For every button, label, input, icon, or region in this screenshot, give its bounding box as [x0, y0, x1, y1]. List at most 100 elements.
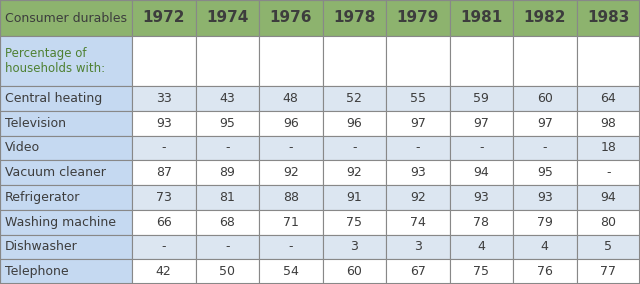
- Bar: [195, 185, 259, 210]
- Bar: [323, 210, 386, 235]
- Text: 59: 59: [474, 92, 489, 105]
- Text: Telephone: Telephone: [5, 265, 68, 278]
- Bar: [195, 210, 259, 235]
- Text: 1976: 1976: [269, 11, 312, 26]
- Text: 4: 4: [541, 240, 548, 253]
- Text: Television: Television: [5, 117, 66, 130]
- Bar: [513, 160, 577, 185]
- Text: 18: 18: [600, 141, 616, 154]
- Bar: [577, 259, 640, 284]
- Bar: [386, 185, 449, 210]
- Bar: [0, 36, 132, 86]
- Bar: [259, 259, 323, 284]
- Text: 91: 91: [346, 191, 362, 204]
- Bar: [132, 259, 195, 284]
- Text: 80: 80: [600, 216, 616, 229]
- Text: Dishwasher: Dishwasher: [5, 240, 77, 253]
- Text: -: -: [161, 141, 166, 154]
- Bar: [0, 259, 132, 284]
- Text: 42: 42: [156, 265, 172, 278]
- Bar: [386, 210, 449, 235]
- Text: 93: 93: [156, 117, 172, 130]
- Bar: [132, 111, 195, 135]
- Text: 55: 55: [410, 92, 426, 105]
- Bar: [386, 111, 449, 135]
- Text: 93: 93: [537, 191, 552, 204]
- Bar: [195, 0, 259, 36]
- Text: 1983: 1983: [587, 11, 629, 26]
- Text: 79: 79: [537, 216, 553, 229]
- Bar: [259, 185, 323, 210]
- Text: 4: 4: [477, 240, 485, 253]
- Bar: [513, 111, 577, 135]
- Text: 52: 52: [346, 92, 362, 105]
- Text: 43: 43: [220, 92, 235, 105]
- Text: 92: 92: [283, 166, 299, 179]
- Text: -: -: [225, 141, 230, 154]
- Bar: [132, 160, 195, 185]
- Bar: [195, 135, 259, 160]
- Bar: [577, 135, 640, 160]
- Text: 87: 87: [156, 166, 172, 179]
- Text: -: -: [161, 240, 166, 253]
- Bar: [449, 0, 513, 36]
- Bar: [195, 86, 259, 111]
- Text: -: -: [415, 141, 420, 154]
- Text: 1982: 1982: [524, 11, 566, 26]
- Bar: [0, 86, 132, 111]
- Bar: [449, 111, 513, 135]
- Text: 93: 93: [410, 166, 426, 179]
- Text: 93: 93: [474, 191, 489, 204]
- Bar: [513, 36, 577, 86]
- Bar: [259, 0, 323, 36]
- Bar: [449, 185, 513, 210]
- Bar: [195, 235, 259, 259]
- Bar: [513, 135, 577, 160]
- Bar: [195, 259, 259, 284]
- Text: 97: 97: [474, 117, 489, 130]
- Text: 60: 60: [537, 92, 553, 105]
- Bar: [323, 235, 386, 259]
- Bar: [323, 185, 386, 210]
- Text: 50: 50: [220, 265, 236, 278]
- Bar: [577, 111, 640, 135]
- Text: 97: 97: [410, 117, 426, 130]
- Bar: [259, 135, 323, 160]
- Text: -: -: [543, 141, 547, 154]
- Bar: [513, 0, 577, 36]
- Text: 92: 92: [410, 191, 426, 204]
- Text: 64: 64: [600, 92, 616, 105]
- Text: 75: 75: [346, 216, 362, 229]
- Bar: [513, 86, 577, 111]
- Text: 96: 96: [283, 117, 299, 130]
- Bar: [577, 86, 640, 111]
- Text: 60: 60: [346, 265, 362, 278]
- Bar: [577, 160, 640, 185]
- Text: 71: 71: [283, 216, 299, 229]
- Text: -: -: [352, 141, 356, 154]
- Bar: [386, 259, 449, 284]
- Text: -: -: [479, 141, 483, 154]
- Bar: [449, 36, 513, 86]
- Text: 96: 96: [346, 117, 362, 130]
- Bar: [386, 0, 449, 36]
- Text: 98: 98: [600, 117, 616, 130]
- Bar: [386, 86, 449, 111]
- Bar: [132, 235, 195, 259]
- Bar: [132, 185, 195, 210]
- Text: 76: 76: [537, 265, 553, 278]
- Text: 77: 77: [600, 265, 616, 278]
- Text: Vacuum cleaner: Vacuum cleaner: [5, 166, 106, 179]
- Text: 1974: 1974: [206, 11, 248, 26]
- Text: 95: 95: [537, 166, 553, 179]
- Text: 3: 3: [350, 240, 358, 253]
- Bar: [513, 235, 577, 259]
- Text: -: -: [289, 240, 293, 253]
- Text: -: -: [606, 166, 611, 179]
- Bar: [449, 160, 513, 185]
- Bar: [0, 111, 132, 135]
- Bar: [386, 160, 449, 185]
- Text: 81: 81: [220, 191, 235, 204]
- Text: 74: 74: [410, 216, 426, 229]
- Text: 33: 33: [156, 92, 172, 105]
